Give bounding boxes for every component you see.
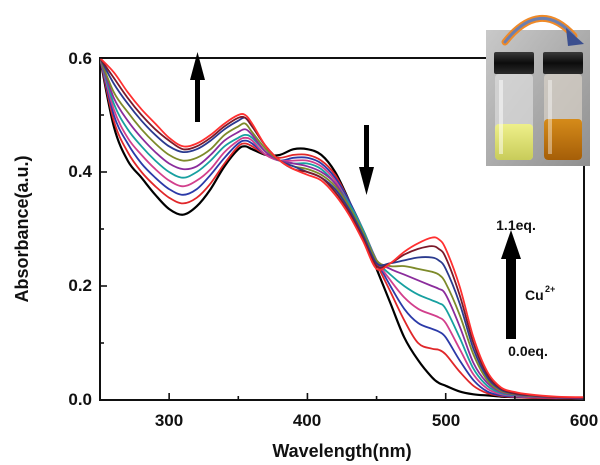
- y-tick-label-0.6: 0.6: [68, 49, 92, 68]
- vial-photo-inset: [486, 15, 590, 166]
- series-line-9: [100, 58, 584, 398]
- y-tick-label-0.0: 0.0: [68, 390, 92, 409]
- ion-label: Cu: [525, 287, 544, 303]
- x-axis-title: Wavelength(nm): [272, 441, 411, 461]
- series-line-6: [100, 58, 584, 399]
- series-line-7: [100, 58, 584, 399]
- x-tick-label-400: 400: [293, 411, 321, 430]
- series-line-3: [100, 58, 584, 400]
- x-tick-label-600: 600: [570, 411, 598, 430]
- x-tick-label-300: 300: [155, 411, 183, 430]
- series-line-5: [100, 58, 584, 400]
- y-tick-label-0.4: 0.4: [68, 162, 92, 181]
- series-line-1: [100, 58, 584, 400]
- x-tick-label-500: 500: [432, 411, 460, 430]
- y-axis-title: Absorbance(a.u.): [12, 155, 32, 302]
- series-line-8: [100, 58, 584, 399]
- decrease-arrow-icon: [359, 125, 374, 195]
- series-line-2: [100, 58, 584, 400]
- series-layer: [100, 58, 584, 400]
- series-line-0: [100, 58, 584, 400]
- y-tick-label-0.2: 0.2: [68, 276, 92, 295]
- ion-charge-label: 2+: [545, 284, 555, 294]
- series-line-4: [100, 58, 584, 400]
- bottom-eq-label: 0.0eq.: [508, 343, 548, 359]
- increase-arrow-icon: [190, 52, 205, 122]
- tick-layer: [99, 57, 585, 401]
- titration-arrow-icon: [501, 230, 521, 339]
- top-eq-label: 1.1eq.: [496, 217, 536, 233]
